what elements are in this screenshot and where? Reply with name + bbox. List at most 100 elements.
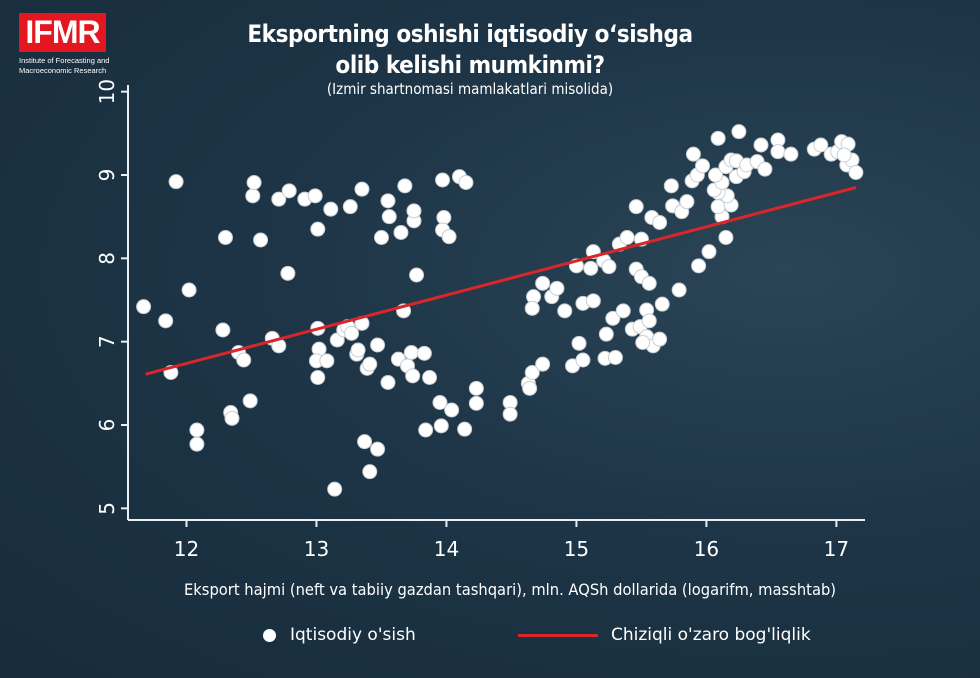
x-tick-label: 14 — [434, 537, 459, 561]
data-point — [524, 300, 540, 316]
x-tick-label: 16 — [694, 537, 719, 561]
data-point — [246, 175, 262, 190]
y-tick-label: 9 — [95, 169, 119, 182]
data-point — [406, 203, 422, 219]
data-point — [357, 434, 373, 450]
data-point — [422, 370, 438, 385]
data-point — [457, 421, 473, 437]
data-point — [468, 395, 484, 411]
data-point — [535, 275, 551, 291]
chart-subtitle: (Izmir shartnomasi mamlakatlari misolida… — [326, 80, 614, 98]
data-point — [370, 337, 386, 353]
data-point — [813, 137, 829, 153]
data-point — [695, 158, 711, 174]
chart-title-line1: Eksportning oshishi iqtisodiy o‘sishga — [247, 20, 693, 48]
data-point — [524, 365, 540, 380]
data-point — [245, 188, 261, 204]
data-point — [836, 147, 852, 163]
data-point — [354, 181, 370, 197]
legend-marker-dot — [263, 629, 276, 642]
data-point — [362, 356, 378, 372]
x-axis-label: Eksport hajmi (neft va tabiiy gazdan tas… — [183, 580, 837, 599]
data-point — [522, 380, 538, 396]
logo-subtitle-line1: Institute of Forecasting and — [19, 56, 110, 65]
data-point — [641, 275, 657, 291]
data-point — [671, 282, 687, 298]
data-point — [236, 352, 252, 368]
data-point — [848, 165, 864, 180]
data-point — [158, 313, 174, 329]
data-point — [380, 193, 396, 209]
data-point — [701, 244, 717, 260]
legend-marker-line — [518, 634, 598, 637]
data-point — [323, 201, 339, 217]
legend-label-growth: Iqtisodiy o'sish — [290, 625, 416, 645]
chart-title-line2: olib kelishi mumkinmi? — [335, 51, 605, 79]
y-tick-label: 10 — [95, 79, 119, 104]
data-point — [344, 325, 360, 341]
data-point — [783, 146, 799, 162]
data-point — [619, 230, 635, 245]
data-point — [189, 422, 205, 438]
data-point — [189, 436, 205, 452]
data-point — [310, 221, 326, 237]
data-point — [393, 225, 409, 240]
data-point — [168, 174, 184, 190]
regression-line — [145, 186, 857, 376]
data-point — [432, 395, 448, 410]
data-point — [598, 326, 614, 342]
data-point — [585, 293, 601, 309]
data-point — [601, 259, 617, 275]
data-point — [281, 183, 297, 199]
data-point — [535, 356, 551, 372]
data-point — [319, 353, 335, 369]
data-point — [397, 178, 413, 194]
data-point — [718, 230, 734, 245]
y-tick-label: 5 — [95, 502, 119, 515]
data-point — [685, 146, 701, 162]
data-point — [731, 124, 747, 140]
data-point — [615, 303, 631, 319]
data-point — [652, 331, 668, 347]
data-point — [409, 267, 425, 283]
data-point — [433, 418, 449, 434]
data-point — [307, 188, 323, 204]
logo-subtitle: Institute of Forecasting and Macroeconom… — [19, 56, 129, 76]
data-point — [271, 191, 287, 207]
data-point — [502, 406, 518, 422]
axes: 12 13 14 15 16 17 5 6 7 8 9 10 — [95, 79, 865, 561]
data-point — [310, 370, 326, 385]
data-point — [663, 178, 679, 194]
logo-subtitle-line2: Macroeconomic Research — [19, 66, 107, 75]
data-point — [458, 175, 474, 190]
data-point — [441, 229, 457, 245]
data-point — [628, 199, 644, 215]
data-point — [710, 130, 726, 146]
data-point — [418, 422, 434, 438]
x-tick-label: 17 — [824, 537, 849, 561]
data-point — [641, 313, 657, 329]
data-point — [416, 345, 432, 361]
data-point — [435, 172, 451, 188]
data-point — [605, 310, 621, 326]
data-point — [253, 232, 269, 248]
data-point — [757, 161, 773, 177]
data-point — [557, 303, 573, 319]
data-point — [217, 230, 233, 245]
linear-fit-line — [145, 186, 857, 376]
data-point — [444, 402, 460, 418]
data-point — [181, 282, 197, 298]
data-point — [242, 393, 258, 409]
y-tick-label: 6 — [95, 419, 119, 432]
data-point — [362, 464, 378, 480]
data-point — [215, 322, 231, 338]
y-tick-label: 7 — [95, 335, 119, 348]
x-tick-label: 15 — [564, 537, 589, 561]
data-point — [468, 380, 484, 396]
data-point — [575, 352, 591, 368]
data-points — [136, 124, 864, 497]
legend-label-linear-fit: Chiziqli o'zaro bog'liqlik — [611, 625, 811, 645]
data-point — [654, 296, 670, 312]
data-point — [327, 481, 343, 497]
